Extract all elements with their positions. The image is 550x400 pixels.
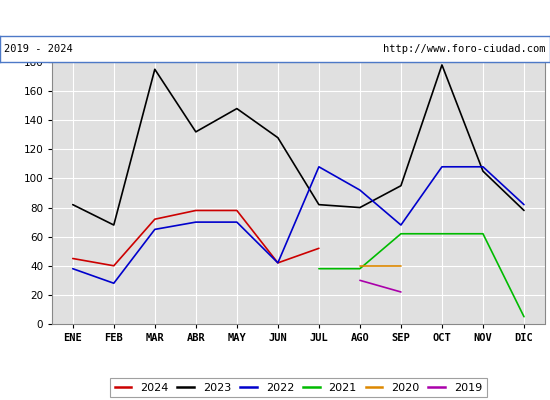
Legend: 2024, 2023, 2022, 2021, 2020, 2019: 2024, 2023, 2022, 2021, 2020, 2019 [110, 378, 487, 397]
Text: http://www.foro-ciudad.com: http://www.foro-ciudad.com [383, 44, 546, 54]
Text: 2019 - 2024: 2019 - 2024 [4, 44, 73, 54]
Text: Evolucion Nº Turistas Extranjeros en el municipio de Villaluenga del Rosario: Evolucion Nº Turistas Extranjeros en el … [39, 12, 512, 24]
